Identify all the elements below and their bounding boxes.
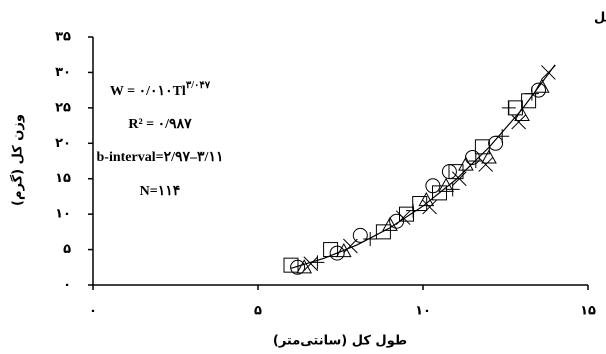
data-point bbox=[488, 135, 504, 151]
y-tick-label: ۲۰ bbox=[55, 136, 71, 151]
y-tick-label: ۰ bbox=[63, 278, 71, 293]
data-point bbox=[511, 114, 527, 130]
sample-size: N=۱۱۴ bbox=[140, 184, 181, 199]
data-point bbox=[422, 199, 437, 215]
y-tick-label: ۲۵ bbox=[55, 100, 71, 115]
y-tick-label: ۱۰ bbox=[55, 207, 71, 222]
data-point bbox=[363, 231, 378, 246]
x-tick-label: ۱۰ bbox=[415, 304, 431, 319]
data-point bbox=[352, 227, 368, 243]
x-axis-label: طول کل (سانتی‌متر) bbox=[273, 334, 407, 349]
y-axis-label: وزن کل (گرم) bbox=[10, 114, 26, 206]
b-interval: b-interval=۲/۹۷–۳/۱۱ bbox=[97, 150, 224, 165]
data-point bbox=[451, 171, 467, 187]
data-point bbox=[382, 216, 398, 231]
data-point bbox=[283, 257, 299, 273]
equation-exponent: ۳/۰۴۷ bbox=[186, 80, 211, 91]
x-tick-label: ۵ bbox=[254, 304, 262, 319]
data-point bbox=[432, 185, 447, 201]
y-tick-label: ۱۵ bbox=[55, 171, 71, 186]
chart-title: جنس نر نهر زرین گل bbox=[594, 10, 606, 26]
y-tick-label: ۵ bbox=[63, 242, 71, 257]
data-point bbox=[478, 157, 494, 172]
data-point bbox=[533, 78, 550, 93]
data-point bbox=[445, 182, 460, 197]
data-point bbox=[303, 256, 319, 272]
r-squared: R² = ۰/۹۸۷ bbox=[128, 117, 192, 132]
data-point bbox=[323, 242, 339, 258]
data-point bbox=[501, 100, 516, 115]
data-point bbox=[524, 86, 539, 101]
data-point bbox=[474, 139, 490, 155]
x-tick-label: ۰ bbox=[89, 304, 97, 319]
data-point bbox=[465, 149, 480, 165]
data-point bbox=[481, 149, 497, 164]
equation-base: W = ۰/۰۱۰Tl bbox=[110, 84, 186, 99]
data-point bbox=[418, 191, 435, 207]
y-tick-label: ۳۰ bbox=[55, 65, 71, 80]
data-point bbox=[375, 224, 391, 240]
data-point bbox=[406, 203, 421, 218]
equation: W = ۰/۰۱۰Tl۳/۰۴۷ bbox=[110, 80, 211, 99]
x-tick-label: ۱۵ bbox=[580, 304, 596, 319]
data-point bbox=[448, 164, 464, 180]
data-point bbox=[335, 242, 352, 258]
fit-line bbox=[290, 64, 556, 269]
data-point bbox=[343, 238, 358, 254]
y-tick-label: ۳۵ bbox=[55, 30, 71, 45]
